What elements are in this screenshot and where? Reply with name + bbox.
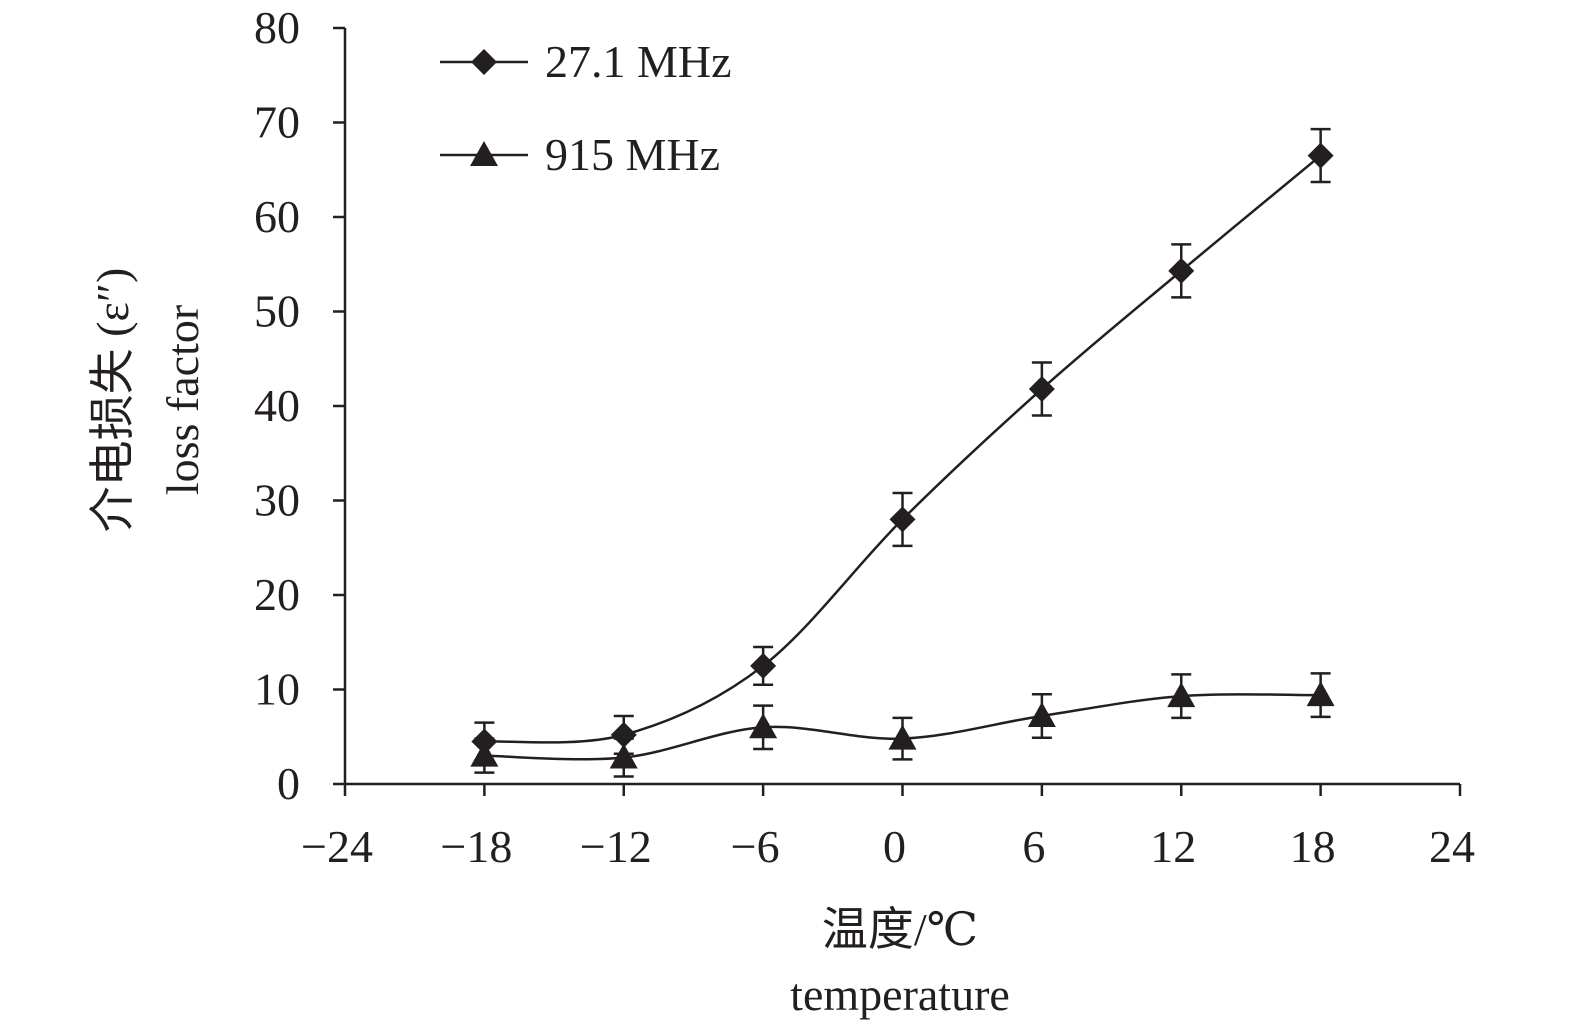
y-tick-label: 20 [254, 569, 300, 620]
x-tick-label: −12 [580, 821, 652, 872]
data-point-diamond [471, 728, 498, 755]
legend: 27.1 MHz 915 MHz [440, 36, 732, 180]
axis-titles: 温度/℃ temperature 介电损失 (ε″) loss factor [87, 268, 1010, 1020]
data-point-diamond [1307, 142, 1334, 169]
x-tick-label: 0 [883, 821, 906, 872]
data-point-triangle [470, 741, 499, 767]
y-axis-title: 介电损失 (ε″) [87, 268, 138, 533]
legend-item: 27.1 MHz [440, 36, 732, 87]
data-point-triangle [749, 713, 778, 739]
series-lines [484, 154, 1322, 761]
legend-label: 27.1 MHz [545, 36, 732, 87]
series-line-1 [484, 154, 1322, 744]
x-axis-subtitle: temperature [790, 969, 1010, 1020]
series-markers [470, 142, 1335, 769]
data-point-diamond [889, 506, 916, 533]
y-tick-label: 0 [277, 758, 300, 809]
x-tick-label: 6 [1022, 821, 1045, 872]
y-tick-label: 60 [254, 191, 300, 242]
error-bars [474, 127, 1331, 778]
y-tick-label: 70 [254, 97, 300, 148]
x-tick-label: −6 [731, 821, 780, 872]
data-point-triangle [888, 724, 917, 750]
data-point-diamond [610, 721, 637, 748]
x-tick-label: −18 [440, 821, 512, 872]
legend-marker-diamond [471, 49, 497, 75]
y-tick-label: 30 [254, 475, 300, 526]
axes: −24 −18 −12 −6 0 6 12 18 24 0 10 20 30 40 50 60 70 80 [254, 2, 1475, 872]
data-point-triangle [609, 743, 638, 769]
data-point-diamond [1028, 375, 1055, 402]
data-point-diamond [750, 652, 777, 679]
x-tick-label: −24 [301, 821, 373, 872]
x-tick-label: 12 [1150, 821, 1196, 872]
legend-item: 915 MHz [440, 129, 720, 180]
data-point-triangle [1027, 701, 1056, 727]
x-tick-label: 18 [1290, 821, 1336, 872]
legend-label: 915 MHz [545, 129, 720, 180]
y-tick-label: 50 [254, 286, 300, 337]
data-point-triangle [1306, 681, 1335, 707]
x-tick-label: 24 [1429, 821, 1475, 872]
y-tick-label: 40 [254, 380, 300, 431]
y-tick-label: 10 [254, 664, 300, 715]
data-point-triangle [1167, 682, 1196, 708]
y-tick-label: 80 [254, 2, 300, 53]
y-axis-subtitle: loss factor [157, 305, 208, 495]
data-point-diamond [1168, 257, 1195, 284]
x-axis-title: 温度/℃ [822, 904, 978, 955]
legend-marker-triangle [470, 141, 498, 166]
